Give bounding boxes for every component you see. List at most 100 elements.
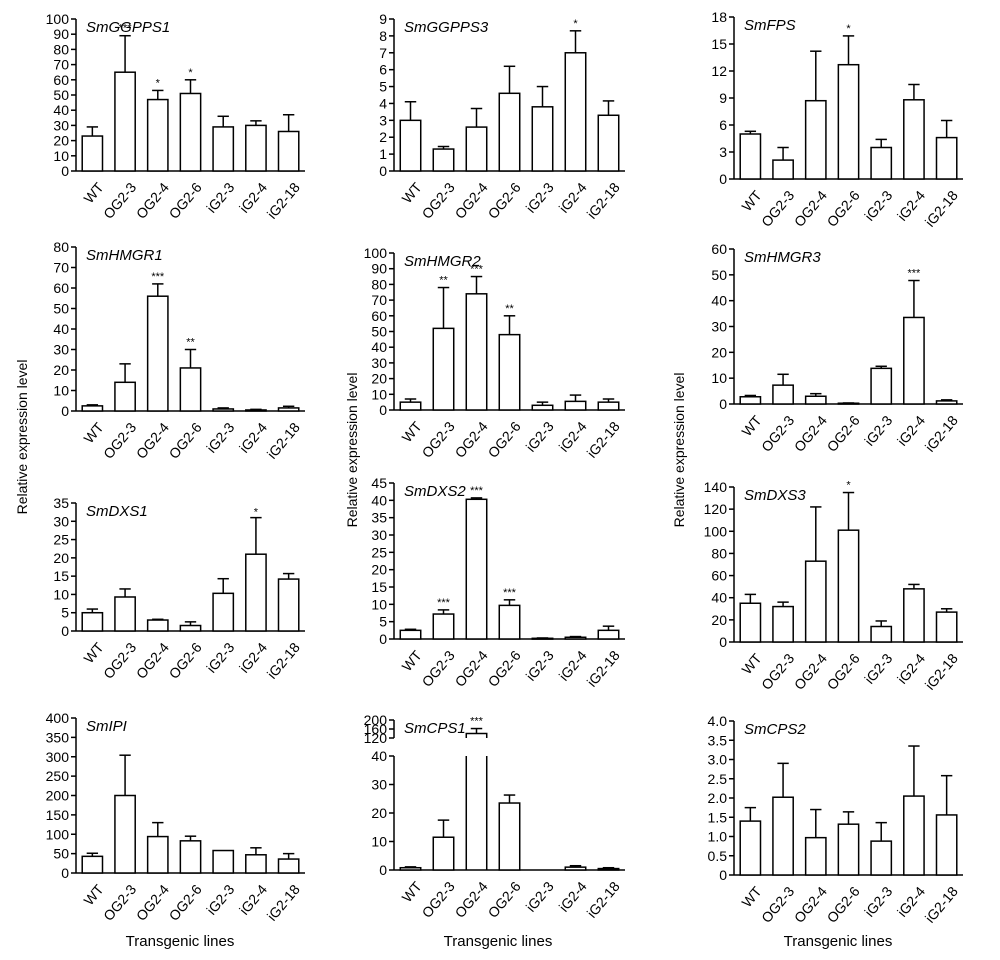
- x-tick-label: OG2-3: [758, 883, 797, 926]
- y-tick-label: 20: [371, 562, 387, 578]
- bar: [498, 92, 521, 172]
- y-tick-label: 30: [53, 342, 69, 358]
- bar: [739, 396, 762, 405]
- y-tick-label: 400: [46, 710, 70, 726]
- x-axis-label-1: Transgenic lines: [126, 933, 235, 950]
- y-tick-label: 120: [364, 730, 388, 746]
- bar: [81, 855, 104, 874]
- x-tick-label: WT: [399, 418, 426, 445]
- bar: [432, 327, 455, 411]
- y-tick-label: 80: [711, 545, 727, 561]
- significance-label: *: [846, 480, 851, 492]
- y-axis-label-3: Relative expression level: [671, 373, 687, 528]
- x-tick-label: OG2-4: [133, 881, 172, 924]
- bar: [498, 333, 521, 411]
- bar: [245, 124, 267, 172]
- x-tick-label: iG2-3: [523, 179, 557, 216]
- bar: [564, 866, 587, 871]
- y-tick-label: 5: [61, 605, 69, 621]
- chart-title: SmGGPPS3: [404, 19, 489, 36]
- bar: [870, 367, 893, 405]
- y-tick-label: 40: [53, 321, 69, 337]
- bar: [146, 98, 169, 172]
- bar: [739, 820, 762, 876]
- x-tick-label: iG2-3: [203, 639, 237, 676]
- bar: [465, 126, 488, 172]
- y-tick-label: 40: [371, 748, 387, 764]
- x-tick-label: iG2-18: [264, 419, 303, 462]
- x-tick-label: OG2-6: [166, 419, 205, 462]
- bar: [597, 629, 620, 640]
- x-tick-label: OG2-3: [419, 878, 458, 921]
- chart-panel-10: 0 50 100 150 200 250 300 350 400 WTOG2-3OG2-4OG2-…: [46, 710, 305, 924]
- bar: [81, 405, 104, 412]
- x-tick-label: OG2-3: [419, 647, 458, 690]
- x-tick-label: WT: [80, 179, 107, 206]
- y-tick-label: 250: [46, 768, 70, 784]
- y-tick-label: 140: [704, 479, 728, 495]
- x-axis-label-3: Transgenic lines: [784, 933, 893, 950]
- y-tick-label: 2.5: [708, 771, 728, 787]
- y-tick-label: 25: [371, 544, 387, 560]
- y-tick-label: 10: [371, 386, 387, 402]
- y-tick-label: 30: [371, 527, 387, 543]
- bar: [465, 293, 488, 411]
- y-tick-label: 9: [379, 11, 387, 27]
- bar: [114, 381, 136, 412]
- x-tick-label: OG2-3: [100, 419, 139, 462]
- chart-title: SmDXS3: [744, 487, 806, 504]
- chart-title: SmCPS1: [404, 720, 466, 737]
- y-tick-label: 40: [371, 492, 387, 508]
- bar: [146, 295, 169, 412]
- significance-label: *: [846, 23, 851, 35]
- bar: [465, 732, 488, 870]
- y-tick-label: 300: [46, 749, 70, 765]
- x-tick-label: OG2-4: [133, 639, 172, 682]
- y-tick-label: 4.0: [708, 713, 728, 729]
- x-tick-label: iG2-18: [922, 883, 961, 926]
- chart-title: SmFPS: [744, 17, 796, 34]
- chart-panel-4: 01020304050607080WTOG2-3***OG2-4**OG2-6i…: [53, 239, 305, 462]
- chart-title: SmDXS2: [404, 483, 466, 500]
- y-tick-label: 12: [711, 63, 727, 79]
- bar: [498, 604, 521, 640]
- significance-label: ***: [119, 23, 133, 35]
- bar: [597, 401, 620, 411]
- y-tick-label: 5: [379, 614, 387, 630]
- bar: [179, 624, 202, 632]
- bar: [277, 130, 300, 172]
- bar: [772, 796, 794, 876]
- bar: [432, 836, 455, 871]
- y-tick-label: 100: [704, 523, 728, 539]
- x-tick-label: OG2-3: [419, 418, 458, 461]
- significance-label: *: [156, 77, 161, 89]
- y-tick-label: 60: [711, 241, 727, 257]
- bar: [903, 795, 925, 876]
- y-tick-label: 200: [46, 788, 70, 804]
- x-tick-label: iG2-18: [922, 650, 961, 693]
- x-tick-label: iG2-3: [523, 418, 557, 455]
- chart-title: SmDXS1: [86, 503, 148, 520]
- bar: [837, 63, 860, 180]
- bar: [399, 866, 422, 871]
- x-tick-label: OG2-3: [100, 881, 139, 924]
- y-tick-label: 20: [371, 805, 387, 821]
- y-tick-label: 3: [719, 144, 727, 160]
- significance-label: *: [188, 67, 193, 79]
- x-tick-label: OG2-4: [791, 883, 830, 926]
- x-tick-label: OG2-6: [166, 639, 205, 682]
- bar: [804, 836, 827, 876]
- bar: [277, 407, 300, 412]
- x-tick-label: OG2-4: [452, 179, 491, 222]
- chart-title: SmGGPPS1: [86, 19, 170, 36]
- y-tick-label: 200: [364, 712, 388, 728]
- y-tick-label: 20: [711, 612, 727, 628]
- y-tick-label: 90: [53, 26, 69, 42]
- y-tick-label: 70: [371, 292, 387, 308]
- y-tick-label: 100: [46, 11, 70, 27]
- x-tick-label: OG2-6: [166, 881, 205, 924]
- x-tick-label: WT: [738, 187, 765, 214]
- y-tick-label: 4: [379, 95, 387, 111]
- y-tick-label: 6: [719, 117, 727, 133]
